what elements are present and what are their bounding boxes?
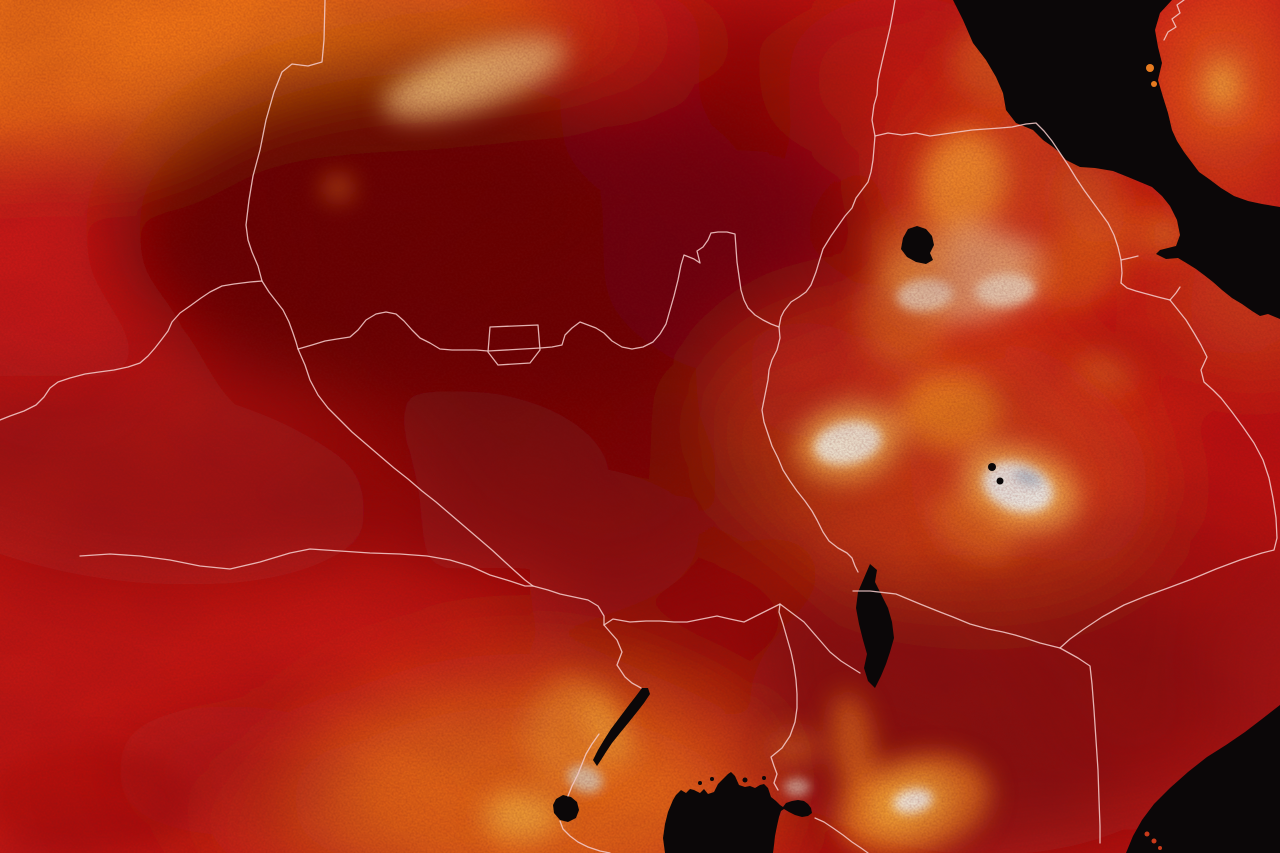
border-kenya-ethiopia (852, 590, 1061, 649)
border-ethiopia-djibouti (1120, 282, 1171, 301)
border-uganda-drc-south (567, 733, 600, 797)
border-kenya-somalia (1059, 647, 1101, 844)
red-sea-gulf-of-aden (953, 0, 1280, 319)
border-car-drc (79, 548, 534, 587)
rift-lake-chamo (996, 477, 1004, 485)
water-bodies (553, 0, 1280, 853)
border-drc-rwanda (559, 820, 611, 853)
indian-ocean (1126, 705, 1280, 853)
border-eritrea-ethiopia (874, 122, 1123, 284)
lake-tana (901, 226, 934, 264)
dahlak-island-2 (1151, 81, 1157, 87)
border-uganda-drc-north (603, 624, 642, 689)
victoria-islet-1 (698, 781, 702, 785)
border-sudan-eritrea (871, 0, 896, 137)
border-abyei-box (487, 324, 541, 366)
border-car-south-sudan (297, 348, 534, 587)
border-chad-sudan (245, 0, 326, 282)
border-south-sudan-ethiopia (761, 326, 859, 573)
border-sudan-south-sudan (297, 231, 780, 352)
coast-islet-3 (1158, 846, 1162, 850)
dahlak-island-1 (1146, 64, 1154, 72)
coast-islet-2 (1151, 838, 1157, 844)
border-kenya-tanzania (814, 817, 869, 853)
rift-lake-abaya (988, 463, 996, 471)
border-drc-south-sudan (532, 585, 605, 626)
border-sudan-car (261, 280, 299, 350)
victoria-islet-4 (762, 776, 766, 780)
border-eritrea-djibouti (1120, 255, 1139, 261)
border-uganda-kenya (770, 603, 798, 791)
border-saudi-yemen (1163, 0, 1185, 41)
border-djibouti-somalia (1169, 286, 1181, 301)
coast-islet-1 (1144, 831, 1150, 837)
border-sudan-ethiopia (778, 135, 876, 328)
border-south-sudan-uganda-kenya (603, 603, 861, 674)
lake-victoria (663, 772, 812, 853)
victoria-islet-2 (710, 777, 714, 781)
lake-edward (553, 795, 579, 822)
border-ethiopia-somalia (1059, 299, 1278, 649)
lake-turkana (856, 564, 894, 688)
islands (1144, 64, 1162, 850)
victoria-islet-3 (742, 777, 748, 783)
lake-albert (593, 688, 650, 766)
border-chad-car (0, 280, 263, 421)
